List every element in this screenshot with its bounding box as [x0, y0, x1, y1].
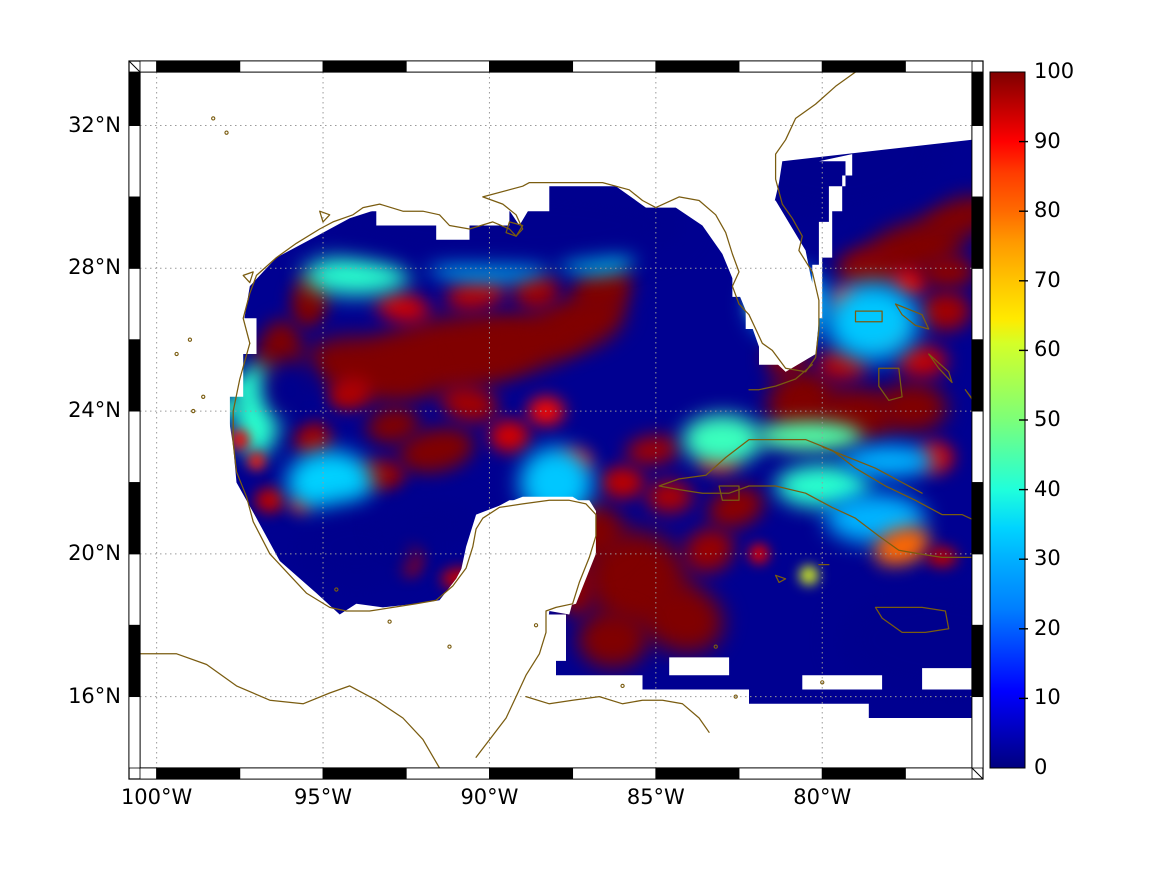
data-layer	[140, 72, 972, 768]
colorbar-tick-label: 0	[1034, 755, 1048, 779]
y-tick-label: 28°N	[68, 255, 121, 280]
x-tick-label: 95°W	[294, 785, 353, 809]
colorbar-tick-label: 30	[1034, 546, 1061, 571]
colorbar-tick-label: 50	[1034, 407, 1061, 431]
graticule	[140, 72, 972, 768]
x-tick-label: 85°W	[626, 785, 685, 809]
colorbar-tick-label: 90	[1034, 128, 1061, 153]
map-frame	[128, 60, 984, 780]
colorbar-tick-label: 40	[1034, 476, 1061, 501]
colorbar-ticks	[1019, 140, 1028, 700]
y-tick-label: 20°N	[68, 540, 121, 565]
colorbar	[989, 71, 1028, 769]
y-tick-label: 16°N	[68, 683, 121, 708]
colorbar-tick-label: 20	[1034, 615, 1061, 640]
colorbar-tick-label: 70	[1034, 267, 1061, 292]
x-tick-label: 100°W	[120, 785, 193, 809]
land-and-nodata-mask	[140, 72, 972, 768]
colorbar-tick-label: 10	[1034, 685, 1061, 710]
x-tick-label: 80°W	[793, 785, 852, 809]
y-tick-label: 32°N	[68, 112, 121, 137]
x-tick-label: 90°W	[460, 785, 519, 809]
colorbar-tick-label: 80	[1034, 198, 1061, 223]
colorbar-tick-label: 100	[1034, 59, 1075, 83]
colorbar-tick-label: 60	[1034, 337, 1061, 362]
y-tick-label: 24°N	[68, 398, 121, 423]
